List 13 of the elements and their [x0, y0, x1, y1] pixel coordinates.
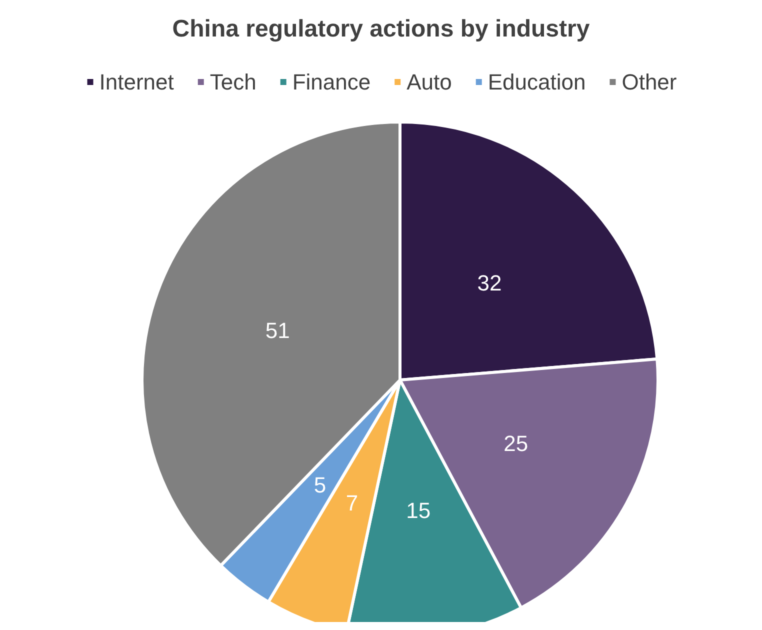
legend-label: Finance [292, 70, 371, 94]
data-label: 7 [346, 490, 358, 516]
chart-title: China regulatory actions by industry [172, 16, 590, 42]
legend-label: Education [488, 70, 586, 94]
data-label: 32 [477, 270, 502, 296]
data-label: 25 [504, 430, 528, 456]
data-label: 51 [265, 318, 290, 344]
legend-label: Tech [210, 70, 256, 94]
legend-label: Other [622, 70, 677, 94]
legend-label: Internet [99, 70, 174, 94]
data-label: 5 [314, 472, 326, 498]
data-label: 15 [406, 498, 431, 524]
legend-label: Auto [406, 70, 452, 94]
